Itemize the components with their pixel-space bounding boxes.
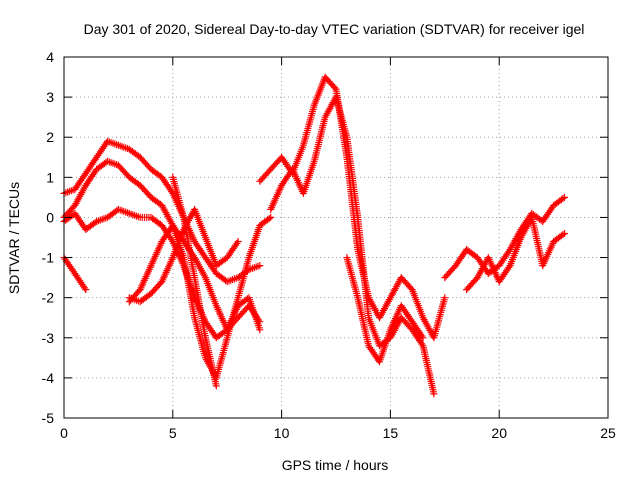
y-tick-label: 1	[46, 169, 54, 185]
series-track-j	[343, 254, 427, 366]
x-tick-label: 20	[491, 425, 507, 441]
series-track-l	[463, 213, 568, 294]
data-point-markers	[125, 205, 242, 306]
data-point-markers	[169, 173, 220, 390]
chart-title: Day 301 of 2020, Sidereal Day-to-day VTE…	[84, 21, 585, 37]
data-points	[60, 73, 568, 398]
y-tick-label: -2	[42, 290, 55, 306]
y-tick-label: 2	[46, 129, 54, 145]
y-tick-label: 4	[46, 49, 54, 65]
x-tick-label: 15	[383, 425, 399, 441]
data-point-markers	[463, 213, 568, 294]
x-tick-label: 0	[60, 425, 68, 441]
series-track-g	[169, 173, 220, 390]
y-tick-label: -4	[42, 370, 55, 386]
y-tick-label: -3	[42, 330, 55, 346]
y-tick-label: -5	[42, 410, 55, 426]
y-axis-label: SDTVAR / TECUs	[6, 182, 22, 294]
x-tick-label: 25	[600, 425, 616, 441]
data-point-markers	[441, 193, 568, 282]
series-track-d	[125, 205, 242, 306]
y-tick-label: 0	[46, 209, 54, 225]
y-tick-label: 3	[46, 89, 54, 105]
data-point-markers	[267, 93, 438, 398]
y-tick-label: -1	[42, 250, 55, 266]
x-tick-label: 5	[169, 425, 177, 441]
plot-frame	[63, 56, 609, 419]
x-tick-label: 10	[274, 425, 290, 441]
x-axis-label: GPS time / hours	[282, 457, 389, 473]
data-point-markers	[343, 254, 427, 366]
series-track-k	[441, 193, 568, 282]
series-track-i	[267, 93, 438, 398]
axis-ticks: 0 5 10 15 20 25 -5 -4 -3 -2 -1 0 1 2 3 4	[42, 49, 616, 441]
